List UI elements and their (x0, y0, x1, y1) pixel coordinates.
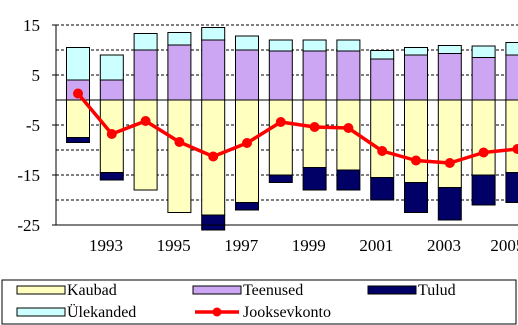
legend-swatch-marker (212, 307, 222, 317)
y-tick-label: 15 (23, 16, 40, 35)
bar-ülekanded (167, 32, 192, 46)
bar-ülekanded (235, 35, 259, 51)
bar-ülekanded (99, 54, 124, 81)
bars (66, 27, 518, 231)
bar-kaubad (235, 99, 259, 203)
bar-teenused (201, 39, 226, 101)
bar-ülekanded (370, 50, 395, 60)
x-tick-label: 2005* (490, 236, 518, 255)
legend-swatch-teenused (192, 285, 242, 295)
bar-teenused (133, 49, 158, 101)
x-tick-label: 1995 (157, 236, 191, 255)
bar-teenused (167, 44, 192, 101)
line-point (411, 155, 421, 166)
bar-teenused (268, 50, 293, 101)
bar-tulud (66, 137, 90, 143)
bar-kaubad (505, 99, 518, 173)
bar-teenused (437, 53, 462, 101)
bar-tulud (505, 172, 518, 203)
legend-swatch-ülekanded (16, 307, 66, 317)
bar-kaubad (437, 99, 462, 188)
bar-tulud (471, 174, 496, 206)
line-point (140, 116, 151, 126)
bar-tulud (201, 214, 226, 231)
line-point (377, 146, 388, 156)
bar-tulud (404, 182, 428, 213)
legend-label: Teenused (243, 282, 303, 299)
line-point (106, 129, 117, 139)
bar-ülekanded (302, 39, 327, 52)
bar-kaubad (268, 99, 293, 176)
bar-kaubad (404, 99, 428, 183)
y-tick-label: -15 (17, 166, 40, 185)
line-point (208, 151, 219, 162)
line-point (478, 147, 489, 158)
bar-kaubad (471, 99, 496, 176)
bar-tulud (268, 174, 293, 183)
axes: 15 5 -5 -15 -25 1993 1995 1997 1999 2001 2003 2005* (17, 16, 518, 255)
line-jooksevkonto (76, 92, 518, 165)
bar-ülekanded (505, 42, 518, 56)
legend-label: Jooksevkonto (243, 304, 331, 321)
line-point (512, 144, 518, 154)
bar-teenused (99, 79, 124, 101)
legend-box (1, 279, 517, 325)
bar-ülekanded (268, 39, 293, 52)
x-tick-label: 1999 (292, 236, 326, 255)
bar-teenused (505, 54, 518, 101)
line-point (73, 88, 83, 99)
bar-tulud (302, 167, 327, 191)
x-tick-label: 2001 (359, 236, 393, 255)
line-point (309, 122, 320, 132)
y-tick-label: -25 (17, 216, 40, 235)
bar-teenused (302, 50, 327, 101)
line-point (343, 123, 354, 133)
bar-ülekanded (201, 27, 226, 41)
line-point (275, 117, 286, 127)
legend-label: Tulud (418, 282, 456, 299)
bar-ülekanded (437, 45, 462, 54)
legend-swatch-kaubad (16, 285, 66, 295)
legend: Kaubad Teenused Tulud Ülekanded Jooksevkonto (1, 279, 517, 325)
legend-label: Ülekanded (67, 303, 136, 321)
bar-tulud (99, 172, 124, 181)
bar-tulud (235, 202, 259, 211)
x-tick-label: 1993 (89, 236, 123, 255)
legend-swatch-tulud (367, 285, 417, 295)
y-tick-label: 5 (32, 66, 41, 85)
bar-teenused (404, 54, 428, 101)
y-tick-label: -5 (26, 116, 40, 135)
legend-label: Kaubad (67, 282, 117, 299)
x-tick-label: 2003 (427, 236, 461, 255)
bar-tulud (370, 177, 395, 201)
bar-teenused (370, 58, 395, 101)
bar-ülekanded (66, 47, 90, 81)
line-point (174, 137, 185, 147)
bar-ülekanded (471, 45, 496, 58)
bar-tulud (437, 187, 462, 221)
bar-teenused (336, 50, 361, 101)
line-point (242, 138, 252, 148)
line-series (73, 88, 518, 168)
bar-kaubad (133, 99, 158, 191)
bar-kaubad (167, 99, 192, 213)
bar-teenused (471, 57, 496, 101)
x-tick-label: 1997 (224, 236, 259, 255)
bar-teenused (235, 49, 259, 101)
bar-kaubad (302, 99, 327, 168)
bar-ülekanded (133, 33, 158, 51)
bar-ülekanded (404, 47, 428, 56)
line-point (444, 158, 455, 168)
bar-tulud (336, 169, 361, 191)
bar-kaubad (370, 99, 395, 178)
bar-ülekanded (336, 39, 361, 52)
